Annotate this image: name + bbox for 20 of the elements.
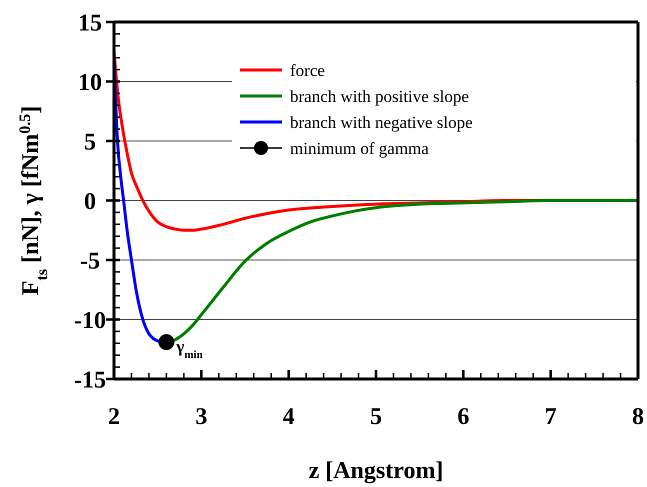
x-tick-label: 6 [457,404,470,430]
x-tick-label: 8 [632,404,644,430]
x-tick-label: 3 [195,404,208,430]
x-tick-label: 7 [544,404,557,430]
y-tick-label: 10 [78,70,102,96]
x-axis-title: z [Angstrom] [308,458,444,484]
y-tick-label: -10 [74,308,106,334]
legend-label: minimum of gamma [290,139,430,158]
legend-label: branch with negative slope [290,113,473,132]
y-tick-label: -15 [74,367,106,394]
y-tick-label: 5 [84,129,96,156]
x-tick-label: 5 [370,404,382,430]
y-tick-label: 0 [84,188,96,215]
y-tick-label: 15 [78,10,102,36]
legend-label: branch with positive slope [290,87,469,106]
x-tick-label: 2 [108,404,120,430]
y-tick-label: -5 [80,248,100,274]
annotation: γ$_{min}$ [175,337,203,362]
x-tick-label: 4 [282,404,295,430]
legend-label: force [290,61,325,80]
